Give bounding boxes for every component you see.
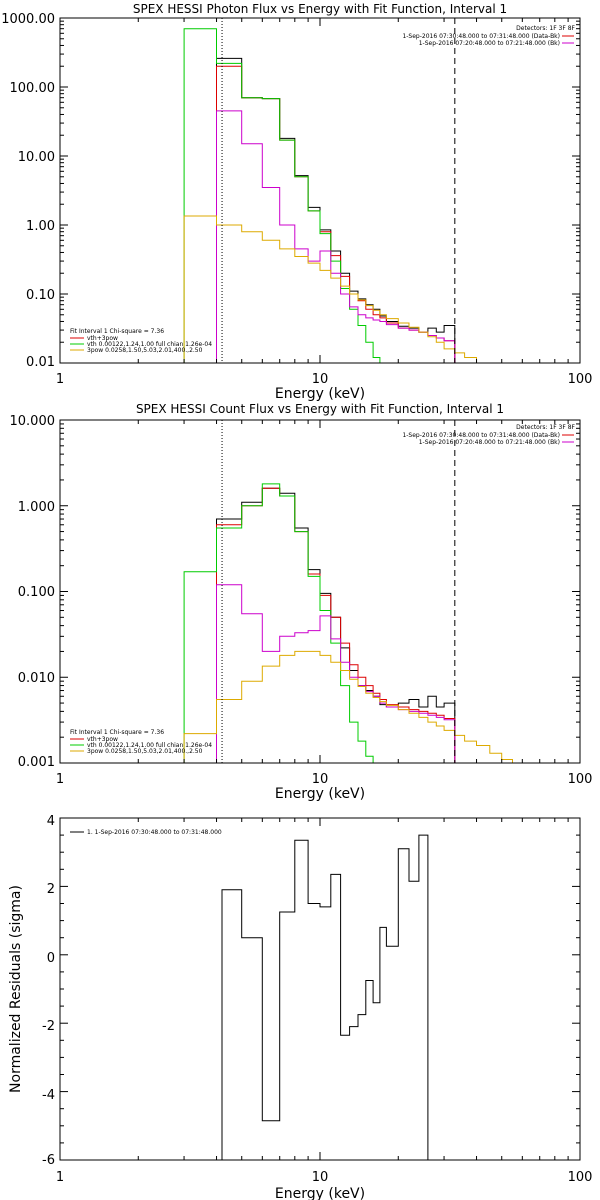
panel2-x-tick-100: 100 [568, 772, 593, 787]
panel2-series-3 [216, 584, 456, 763]
panel3-y-tick-0: 0 [47, 951, 55, 966]
panel2-y-tick-1: 1.000 [18, 500, 55, 515]
panel1-legend-3pow: 3pow 0.0258,1.50,5.03,2.01,400.,2.50 [87, 347, 203, 354]
panel1-vlines [221, 18, 456, 363]
panel2-y-tick-0.1: 0.100 [18, 585, 55, 600]
panel3-y-tick-2: 2 [47, 882, 55, 897]
panel2-x-tick-10: 10 [312, 772, 329, 787]
panel2-vlines [221, 420, 456, 763]
panel1-legend-vth: vth 0.00122,1.24,1.00 full chian 1.26e-0… [87, 341, 212, 348]
photon-flux-panel: SPEX HESSI Photon Flux vs Energy with Fi… [1, 2, 592, 402]
panel2-y-tick-10: 10.000 [10, 414, 56, 429]
panel1-series-2 [183, 28, 381, 363]
panel2-series-0 [216, 487, 456, 763]
panel1-series-0 [216, 57, 456, 363]
panel1-y-tick-0.1: 0.10 [26, 288, 55, 303]
panel3-plot-frame [59, 817, 581, 1161]
panel2-legend-total: vth+3pow [87, 736, 118, 743]
panel3-y-tick-neg4: -4 [42, 1088, 55, 1103]
panel2-x-axis-label: Energy (keV) [275, 786, 365, 802]
panel2-data-interval-text: 1-Sep-2016 07:30:48.000 to 07:31:48.000 … [402, 432, 560, 439]
panel1-y-ticks [60, 17, 580, 364]
panel1-title: SPEX HESSI Photon Flux vs Energy with Fi… [133, 2, 507, 16]
panel3-y-ticks [60, 817, 580, 1161]
panel1-x-axis-label: Energy (keV) [275, 386, 365, 402]
panel2-series-1 [216, 487, 456, 763]
panel1-legend-total: vth+3pow [87, 335, 118, 342]
panel1-x-ticks [59, 18, 581, 363]
panel1-bk-interval-text: 1-Sep-2016 07:20:48.000 to 07:21:48.000 … [419, 40, 560, 47]
panel3-x-tick-1: 1 [56, 1170, 64, 1185]
panel3-x-axis-label: Energy (keV) [275, 1186, 365, 1200]
panel2-bk-interval-text: 1-Sep-2016 07:20:48.000 to 07:21:48.000 … [419, 439, 560, 446]
panel1-data-interval-text: 1-Sep-2016 07:30:48.000 to 07:31:48.000 … [402, 33, 560, 40]
panel1-y-tick-1: 1.00 [26, 219, 55, 234]
panel3-legend-text: 1. 1-Sep-2016 07:30:48.000 to 07:31:48.0… [87, 829, 222, 836]
panel1-x-tick-100: 100 [568, 372, 593, 387]
panel2-legend-vth: vth 0.00122,1.24,1.00 full chian 1.26e-0… [87, 742, 212, 749]
panel3-x-tick-100: 100 [568, 1170, 593, 1185]
panel1-y-tick-1000: 1000.00 [1, 12, 55, 27]
count-flux-panel: SPEX HESSI Count Flux vs Energy with Fit… [10, 402, 593, 802]
panel3-series [221, 834, 429, 1160]
panel1-x-tick-1: 1 [56, 372, 64, 387]
panel3-x-ticks [59, 818, 581, 1160]
panel3-y-tick-4: 4 [47, 814, 55, 829]
panel3-y-tick-neg2: -2 [42, 1019, 55, 1034]
residuals-panel: 1 10 100 Energy (keV) Normalized Residua… [8, 814, 592, 1200]
panel1-y-tick-10: 10.00 [18, 150, 55, 165]
panel1-series [183, 28, 490, 364]
panel3-x-tick-10: 10 [312, 1170, 329, 1185]
panel1-y-tick-0.01: 0.01 [26, 355, 55, 370]
panel2-series-2 [183, 483, 374, 763]
panel2-legend-3pow: 3pow 0.0258,1.50,5.03,2.01,400.,2.50 [87, 748, 203, 755]
panel1-plot-frame [59, 17, 581, 364]
panel1-detectors-text: Detectors: 1F 3F 8F [516, 25, 575, 32]
panel1-x-tick-10: 10 [312, 372, 329, 387]
panel2-series [183, 483, 523, 764]
panel3-y-axis-label: Normalized Residuals (sigma) [8, 885, 24, 1093]
panel1-series-3 [216, 110, 456, 363]
panel2-y-tick-0.001: 0.001 [18, 755, 55, 770]
panel3-y-tick-neg6: -6 [42, 1153, 55, 1168]
panel3-series-0 [221, 834, 429, 1160]
panel2-fit-interval-text: Fit Interval 1 Chi-square = 7.36 [70, 729, 164, 736]
panel1-fit-interval-text: Fit Interval 1 Chi-square = 7.36 [70, 328, 164, 335]
panel2-y-tick-0.01: 0.010 [18, 671, 55, 686]
panel2-title: SPEX HESSI Count Flux vs Energy with Fit… [136, 402, 504, 416]
panel1-y-tick-100: 100.00 [10, 81, 56, 96]
panel2-y-ticks [60, 419, 580, 764]
panel2-detectors-text: Detectors: 1F 3F 8F [516, 424, 575, 431]
panel2-series-4 [183, 650, 523, 764]
panel1-series-4 [183, 215, 490, 364]
panel2-x-tick-1: 1 [56, 772, 64, 787]
panel1-series-1 [216, 65, 456, 363]
